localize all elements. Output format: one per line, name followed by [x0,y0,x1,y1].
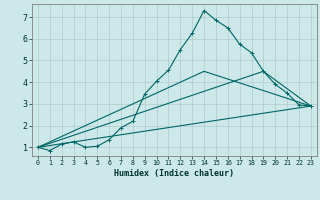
X-axis label: Humidex (Indice chaleur): Humidex (Indice chaleur) [115,169,234,178]
